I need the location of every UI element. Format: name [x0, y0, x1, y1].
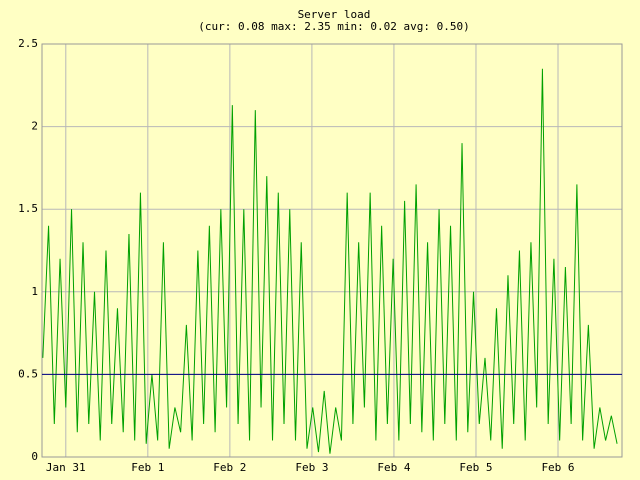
- x-tick-label: Feb 4: [377, 461, 410, 474]
- chart-title: Server load: [298, 8, 371, 21]
- series-line: [42, 68, 618, 454]
- x-tick-label: Jan 31: [46, 461, 86, 474]
- chart-subtitle: (cur: 0.08 max: 2.35 min: 0.02 avg: 0.50…: [198, 20, 470, 33]
- x-tick-label: Feb 3: [295, 461, 328, 474]
- y-tick-label: 2.5: [18, 37, 38, 50]
- y-tick-label: 2: [31, 120, 38, 133]
- x-tick-label: Feb 1: [131, 461, 164, 474]
- y-tick-label: 1: [31, 285, 38, 298]
- y-tick-label: 0: [31, 450, 38, 463]
- x-tick-label: Feb 5: [459, 461, 492, 474]
- y-tick-label: 1.5: [18, 202, 38, 215]
- x-tick-label: Feb 6: [541, 461, 574, 474]
- x-tick-label: Feb 2: [213, 461, 246, 474]
- plot-frame: [41, 43, 623, 458]
- y-tick-label: 0.5: [18, 367, 38, 380]
